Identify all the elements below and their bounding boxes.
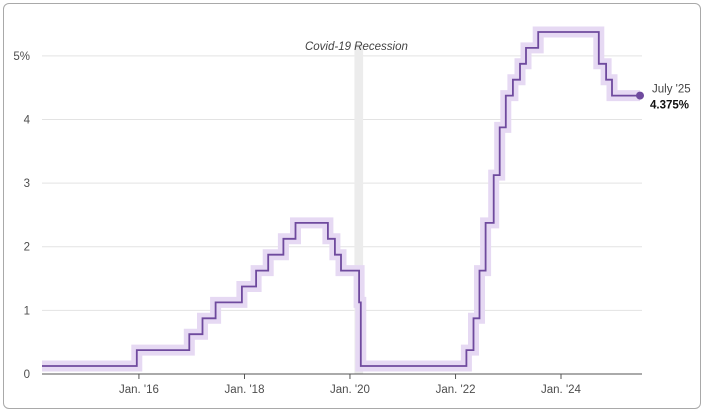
rate-series-line [42,31,640,367]
latest-date-label: July '25 [652,84,691,96]
axis-layer [42,373,642,379]
grid-layer [42,55,642,375]
recession-band [354,44,364,374]
y-tick-label: 0 [24,369,30,381]
latest-value-label: 4.375% [650,100,689,112]
y-tick-label: 1 [24,305,30,317]
recession-label: Covid-19 Recession [305,41,408,53]
y-tick-label: 2 [24,242,30,254]
label-layer: 0 1 2 3 4 5% Covid-19 Recession Jan. '16 Jan. '1… [13,41,690,396]
x-tick-label: Jan. '22 [436,384,476,396]
chart-frame [3,3,701,409]
rate-range-band [42,26,640,372]
line-layer [41,31,644,367]
y-tick-label: 3 [24,178,30,190]
y-tick-label: 4 [24,114,31,126]
recession-layer [354,44,364,374]
x-tick-label: Jan. '18 [225,384,265,396]
x-tick-label: Jan. '16 [119,384,159,396]
y-tick-label: 5% [13,51,30,63]
band-layer [42,26,640,372]
x-tick-label: Jan. '24 [541,384,582,396]
x-tick-label: Jan. '20 [330,384,370,396]
latest-point-marker [636,91,644,100]
